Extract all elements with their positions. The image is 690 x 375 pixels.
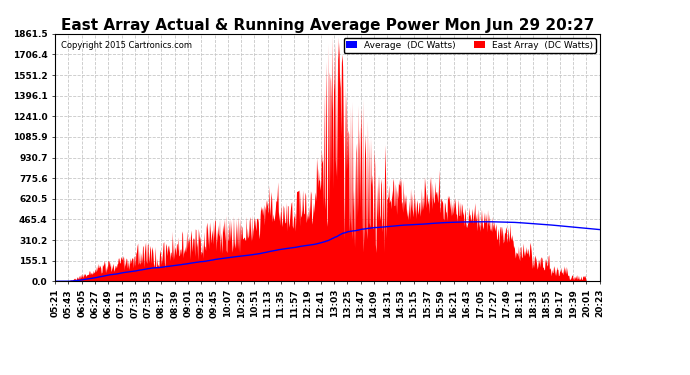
Text: Copyright 2015 Cartronics.com: Copyright 2015 Cartronics.com [61,41,192,50]
Title: East Array Actual & Running Average Power Mon Jun 29 20:27: East Array Actual & Running Average Powe… [61,18,595,33]
Legend: Average  (DC Watts), East Array  (DC Watts): Average (DC Watts), East Array (DC Watts… [344,38,595,53]
